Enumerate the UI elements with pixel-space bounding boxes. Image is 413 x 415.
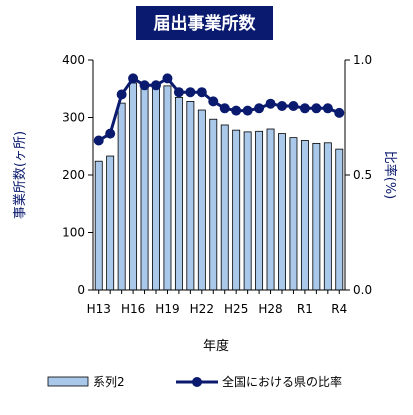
left-tick-label: 100 [62, 226, 85, 240]
bar-H29 [278, 133, 286, 291]
bar-H21 [186, 101, 195, 291]
bar-H15 [117, 102, 126, 291]
x-tick-label-H13: H13 [87, 302, 111, 316]
ratio-point-R3 [322, 103, 333, 114]
left-tick-label: 400 [62, 53, 85, 67]
left-axis-ticks: 0 100 200 300 400 [62, 53, 93, 297]
bar-H23 [209, 118, 218, 291]
x-axis-title: 年度 [203, 338, 229, 354]
bar-R1 [300, 140, 309, 291]
left-tick-label: 300 [62, 111, 85, 125]
legend-line-marker [192, 377, 202, 387]
x-tick-label-R1: R1 [297, 302, 313, 316]
bar-H22 [197, 109, 206, 291]
legend: 系列2 全国における県の比率 [47, 374, 342, 389]
bar-H26 [243, 131, 252, 291]
ratio-line [97, 76, 340, 142]
ratio-point-H28 [265, 98, 276, 109]
bar-H24 [220, 124, 229, 291]
x-tick-label-H19: H19 [155, 302, 179, 316]
y2-axis-title: 比率(%) [382, 151, 398, 200]
legend-bar-swatch [47, 376, 89, 387]
legend-bar-label: 系列2 [93, 375, 125, 389]
bar-H18 [152, 88, 160, 291]
bar-R4 [335, 148, 344, 291]
bar-H19 [163, 85, 172, 291]
ratio-point-H16 [128, 73, 139, 84]
ratio-point-H27 [254, 103, 265, 114]
x-tick-label-H25: H25 [224, 302, 248, 316]
x-tick-label-H16: H16 [121, 302, 145, 316]
ratio-point-R2 [311, 103, 322, 114]
bar-R2 [312, 142, 321, 291]
ratio-point-H18 [151, 80, 161, 91]
right-tick-label: 0.5 [353, 168, 372, 182]
ratio-point-H21 [185, 87, 196, 98]
ratio-series [93, 73, 345, 146]
right-tick-label: 0.0 [353, 283, 372, 297]
left-tick-label: 200 [62, 168, 85, 182]
chart-title-box [136, 6, 273, 40]
bar-H20 [174, 96, 183, 291]
ratio-point-H22 [196, 87, 207, 98]
bar-H14 [106, 155, 115, 291]
ratio-point-H24 [219, 103, 230, 114]
ratio-point-H15 [116, 89, 127, 100]
ratio-point-H25 [231, 105, 242, 116]
bar-H16 [129, 82, 138, 291]
ratio-point-H19 [162, 73, 173, 84]
y-axis-title: 事業所数(ヶ所) [12, 131, 28, 219]
bar-H28 [266, 128, 275, 291]
x-axis-ticks: H13 H16 H19 H22 H25 H28 R1 R4 [87, 290, 347, 316]
right-tick-label: 1.0 [353, 53, 372, 67]
ratio-point-R1 [299, 103, 310, 114]
chart-title: 届出事業所数 [154, 13, 257, 34]
ratio-point-H29 [277, 101, 287, 111]
legend-line-label: 全国における県の比率 [222, 374, 342, 389]
bar-H30 [289, 137, 298, 291]
x-tick-label-R4: R4 [331, 302, 347, 316]
ratio-point-H14 [105, 128, 116, 139]
ratio-point-H30 [288, 101, 299, 111]
ratio-point-H23 [208, 96, 219, 107]
ratio-point-H20 [173, 87, 184, 98]
ratio-point-H13 [93, 135, 104, 146]
bar-H13 [94, 160, 103, 291]
x-tick-label-H22: H22 [190, 302, 214, 316]
bar-H27 [255, 130, 264, 291]
ratio-point-H17 [139, 80, 150, 91]
bar-H17 [140, 87, 149, 291]
x-tick-label-H28: H28 [258, 302, 282, 316]
left-tick-label: 0 [77, 283, 85, 297]
bar-H25 [232, 129, 241, 291]
ratio-point-H26 [242, 105, 253, 116]
bar-series [94, 82, 344, 291]
ratio-point-R4 [334, 107, 345, 118]
bar-R3 [323, 142, 332, 291]
right-axis-ticks: 0.0 0.5 1.0 [345, 53, 372, 297]
